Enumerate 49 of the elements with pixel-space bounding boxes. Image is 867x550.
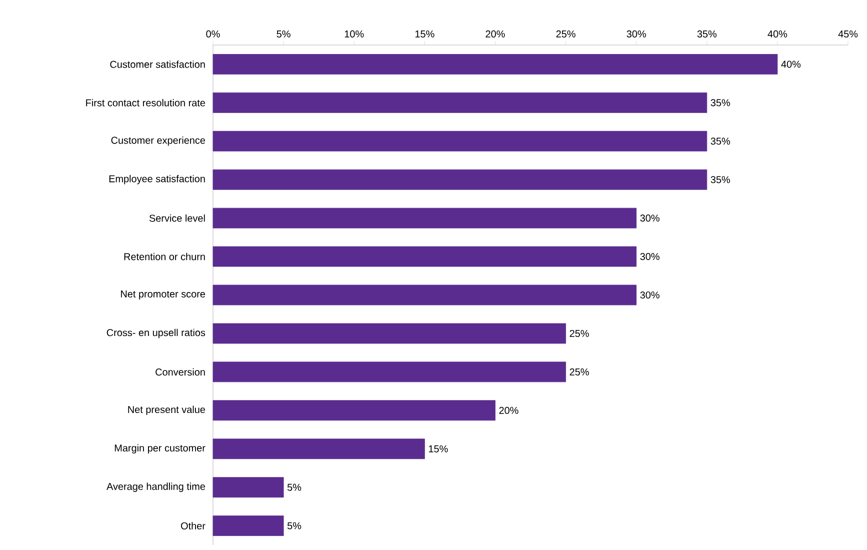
y-tick-label: Average handling time bbox=[106, 482, 206, 492]
data-label: 5% bbox=[287, 484, 302, 491]
bar bbox=[212, 323, 566, 344]
y-tick-label: Margin per customer bbox=[114, 444, 206, 454]
y-tick-label: Employee satisfaction bbox=[109, 174, 205, 184]
data-label: 25% bbox=[570, 368, 589, 376]
data-label: 15% bbox=[428, 445, 448, 452]
x-tick-label: 40% bbox=[768, 30, 788, 38]
x-tick-label: 30% bbox=[626, 30, 646, 38]
y-tick-label: Cross- en upsell ratios bbox=[106, 328, 206, 338]
data-label: 35% bbox=[710, 176, 730, 184]
bar bbox=[212, 92, 708, 113]
y-tick-label: Customer satisfaction bbox=[110, 60, 205, 68]
x-tick-label: 10% bbox=[344, 30, 364, 38]
x-tick-label: 35% bbox=[697, 30, 717, 38]
bar bbox=[212, 169, 708, 190]
bar bbox=[212, 246, 637, 267]
data-label: 20% bbox=[499, 406, 518, 414]
y-tick-label: Net promoter score bbox=[121, 290, 206, 300]
data-label: 25% bbox=[570, 330, 589, 337]
bar bbox=[212, 477, 284, 498]
bar bbox=[212, 438, 425, 460]
x-tick-label: 0% bbox=[206, 30, 220, 38]
y-tick-label: Conversion bbox=[156, 368, 205, 376]
y-tick-label: First contact resolution rate bbox=[86, 99, 206, 106]
bar bbox=[212, 284, 637, 306]
y-tick-label: Net present value bbox=[128, 406, 206, 416]
bar bbox=[212, 208, 637, 228]
data-label: 5% bbox=[287, 522, 302, 530]
y-tick-label: Retention or churn bbox=[124, 252, 205, 260]
data-label: 35% bbox=[710, 99, 730, 106]
bar bbox=[212, 400, 496, 421]
bar bbox=[212, 130, 708, 152]
x-tick-label: 45% bbox=[838, 30, 858, 38]
y-tick-label: Customer experience bbox=[111, 136, 206, 146]
x-tick-label: 5% bbox=[276, 30, 290, 38]
bar bbox=[212, 362, 566, 382]
bar bbox=[212, 54, 778, 74]
y-tick-label: Service level bbox=[149, 214, 205, 222]
data-label: 35% bbox=[710, 138, 730, 145]
y-tick-label: Other bbox=[181, 522, 206, 530]
x-tick-label: 20% bbox=[486, 30, 505, 38]
data-label: 30% bbox=[640, 253, 660, 260]
data-label: 40% bbox=[781, 60, 801, 68]
data-label: 30% bbox=[640, 291, 660, 299]
bar bbox=[212, 516, 284, 536]
data-label: 30% bbox=[640, 214, 660, 222]
x-tick-label: 15% bbox=[415, 30, 434, 38]
x-tick-label: 25% bbox=[556, 30, 576, 38]
